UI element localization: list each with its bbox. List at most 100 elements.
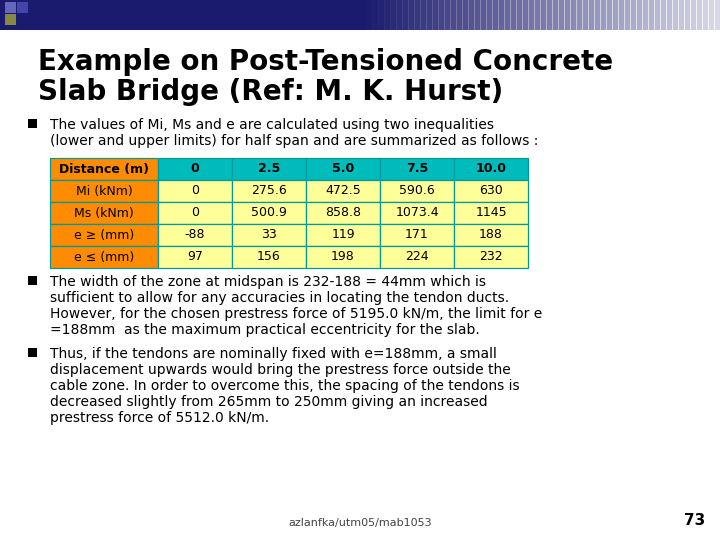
Bar bbox=[50, 246, 158, 268]
Bar bbox=[17, 2, 28, 13]
Bar bbox=[372, 0, 379, 30]
Text: However, for the chosen prestress force of 5195.0 kN/m, the limit for e: However, for the chosen prestress force … bbox=[50, 307, 542, 321]
Text: Thus, if the tendons are nominally fixed with e=188mm, a small: Thus, if the tendons are nominally fixed… bbox=[50, 347, 497, 361]
Text: Mi (kNm): Mi (kNm) bbox=[76, 185, 132, 198]
Bar bbox=[28, 119, 37, 128]
Text: 500.9: 500.9 bbox=[251, 206, 287, 219]
Text: 156: 156 bbox=[257, 251, 281, 264]
Bar bbox=[444, 0, 451, 30]
Bar bbox=[714, 0, 720, 30]
Bar bbox=[540, 0, 547, 30]
Text: 472.5: 472.5 bbox=[325, 185, 361, 198]
Bar bbox=[684, 0, 691, 30]
Text: The values of Mi, Ms and e are calculated using two inequalities: The values of Mi, Ms and e are calculate… bbox=[50, 118, 494, 132]
Text: 630: 630 bbox=[479, 185, 503, 198]
Bar bbox=[654, 0, 661, 30]
Bar bbox=[516, 0, 523, 30]
Bar bbox=[360, 0, 367, 30]
Bar bbox=[50, 202, 158, 224]
Text: The width of the zone at midspan is 232-188 = 44mm which is: The width of the zone at midspan is 232-… bbox=[50, 275, 486, 289]
Bar bbox=[426, 0, 433, 30]
Bar bbox=[306, 158, 380, 180]
Text: 7.5: 7.5 bbox=[406, 163, 428, 176]
Bar bbox=[232, 180, 306, 202]
Bar bbox=[306, 180, 380, 202]
Bar bbox=[576, 0, 583, 30]
Bar bbox=[158, 202, 232, 224]
Bar bbox=[636, 0, 643, 30]
Text: 188: 188 bbox=[479, 228, 503, 241]
Text: cable zone. In order to overcome this, the spacing of the tendons is: cable zone. In order to overcome this, t… bbox=[50, 379, 520, 393]
Bar bbox=[624, 0, 631, 30]
Text: 0: 0 bbox=[191, 163, 199, 176]
Bar bbox=[306, 246, 380, 268]
Bar bbox=[630, 0, 637, 30]
Bar bbox=[158, 224, 232, 246]
Bar bbox=[50, 158, 158, 180]
Text: decreased slightly from 265mm to 250mm giving an increased: decreased slightly from 265mm to 250mm g… bbox=[50, 395, 487, 409]
Text: 171: 171 bbox=[405, 228, 429, 241]
Bar bbox=[708, 0, 715, 30]
Text: 0: 0 bbox=[191, 185, 199, 198]
Text: 1145: 1145 bbox=[475, 206, 507, 219]
Bar bbox=[450, 0, 457, 30]
Bar bbox=[454, 224, 528, 246]
Bar bbox=[28, 348, 37, 357]
Bar bbox=[380, 246, 454, 268]
Bar bbox=[380, 180, 454, 202]
Text: Slab Bridge (Ref: M. K. Hurst): Slab Bridge (Ref: M. K. Hurst) bbox=[38, 78, 503, 106]
Bar bbox=[582, 0, 589, 30]
Bar bbox=[454, 246, 528, 268]
Bar bbox=[438, 0, 445, 30]
Bar bbox=[660, 0, 667, 30]
Text: Distance (m): Distance (m) bbox=[59, 163, 149, 176]
Bar bbox=[678, 0, 685, 30]
Bar bbox=[232, 158, 306, 180]
Text: -88: -88 bbox=[185, 228, 205, 241]
Bar bbox=[454, 180, 528, 202]
Text: (lower and upper limits) for half span and are summarized as follows :: (lower and upper limits) for half span a… bbox=[50, 134, 539, 148]
Text: =188mm  as the maximum practical eccentricity for the slab.: =188mm as the maximum practical eccentri… bbox=[50, 323, 480, 337]
Text: 858.8: 858.8 bbox=[325, 206, 361, 219]
Bar bbox=[564, 0, 571, 30]
Bar bbox=[396, 0, 403, 30]
Bar bbox=[570, 0, 577, 30]
Bar bbox=[28, 276, 37, 285]
Bar bbox=[454, 158, 528, 180]
Bar bbox=[306, 224, 380, 246]
Bar bbox=[552, 0, 559, 30]
Text: Ms (kNm): Ms (kNm) bbox=[74, 206, 134, 219]
Bar bbox=[456, 0, 463, 30]
Bar bbox=[606, 0, 613, 30]
Text: 275.6: 275.6 bbox=[251, 185, 287, 198]
Bar bbox=[378, 0, 385, 30]
Bar bbox=[380, 224, 454, 246]
Text: e ≥ (mm): e ≥ (mm) bbox=[74, 228, 134, 241]
Bar bbox=[648, 0, 655, 30]
Bar bbox=[414, 0, 421, 30]
Text: Example on Post-Tensioned Concrete: Example on Post-Tensioned Concrete bbox=[38, 48, 613, 76]
Bar bbox=[666, 0, 673, 30]
Bar bbox=[528, 0, 535, 30]
Text: 10.0: 10.0 bbox=[475, 163, 506, 176]
Bar bbox=[492, 0, 499, 30]
Bar bbox=[642, 0, 649, 30]
Bar bbox=[618, 0, 625, 30]
Bar bbox=[306, 202, 380, 224]
Bar bbox=[474, 0, 481, 30]
Bar bbox=[408, 0, 415, 30]
Bar bbox=[380, 158, 454, 180]
Text: 2.5: 2.5 bbox=[258, 163, 280, 176]
Text: 590.6: 590.6 bbox=[399, 185, 435, 198]
Bar bbox=[504, 0, 511, 30]
Text: 33: 33 bbox=[261, 228, 277, 241]
Bar bbox=[158, 180, 232, 202]
Bar bbox=[232, 224, 306, 246]
Bar bbox=[5, 2, 16, 13]
Bar bbox=[5, 14, 16, 25]
Bar bbox=[232, 246, 306, 268]
Text: sufficient to allow for any accuracies in locating the tendon ducts.: sufficient to allow for any accuracies i… bbox=[50, 291, 509, 305]
Bar bbox=[546, 0, 553, 30]
Bar bbox=[600, 0, 607, 30]
Bar bbox=[558, 0, 565, 30]
